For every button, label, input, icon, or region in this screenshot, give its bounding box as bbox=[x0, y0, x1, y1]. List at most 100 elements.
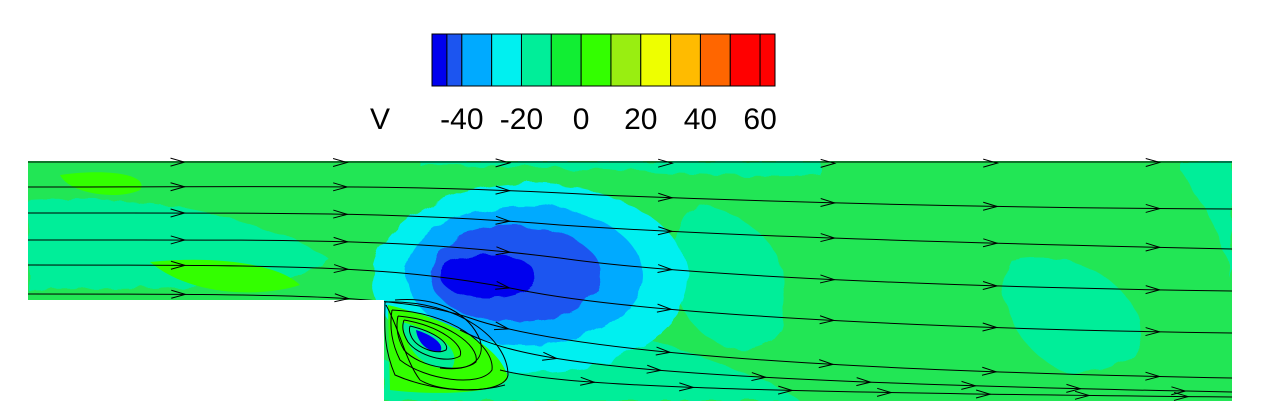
streamline-arrow bbox=[819, 274, 837, 284]
legend-tick-label: -20 bbox=[500, 103, 543, 136]
legend-tick-labels: -40 -20 0 20 40 60 bbox=[440, 103, 777, 136]
velocity-contour-field bbox=[28, 161, 1232, 401]
contour-strong-negative bbox=[440, 254, 536, 298]
streamline-arrow bbox=[332, 182, 349, 192]
streamline-arrow bbox=[1145, 285, 1162, 295]
streamline-arrow bbox=[495, 158, 512, 168]
recirculation-streamline bbox=[384, 301, 509, 391]
streamline bbox=[28, 212, 1232, 250]
streamline-arrow bbox=[975, 389, 992, 399]
streamline-arrow bbox=[332, 157, 349, 167]
streamline-arrow bbox=[170, 235, 187, 245]
streamline-arrow bbox=[495, 185, 512, 195]
streamline-arrow bbox=[961, 380, 978, 390]
streamline-arrow bbox=[170, 182, 187, 192]
streamline-arrow bbox=[657, 192, 674, 202]
outlet-near-zero-patch bbox=[1180, 161, 1232, 280]
lower-left-high-patch bbox=[150, 259, 300, 293]
streamline-arrow bbox=[1145, 327, 1162, 337]
streamline-arrow bbox=[655, 346, 672, 356]
streamline-arrow bbox=[1145, 242, 1162, 252]
streamline-arrow bbox=[646, 364, 663, 374]
streamline-arrows bbox=[170, 157, 1190, 401]
legend-swatch bbox=[461, 33, 493, 87]
legend-swatch bbox=[640, 33, 672, 87]
legend-swatch bbox=[550, 33, 582, 87]
recirculation-streamline bbox=[390, 309, 493, 381]
top-near-zero-band bbox=[420, 161, 820, 177]
recirculation-streamline bbox=[394, 298, 482, 370]
legend-swatch bbox=[580, 33, 612, 87]
streamline-arrow bbox=[777, 385, 794, 395]
legend-color-bar bbox=[431, 33, 776, 87]
streamline-arrow bbox=[983, 158, 1000, 168]
legend-swatch bbox=[699, 33, 731, 87]
streamline-arrow bbox=[820, 233, 837, 243]
legend-swatch bbox=[520, 33, 552, 87]
streamline-arrow bbox=[493, 321, 511, 331]
streamlines bbox=[28, 161, 1232, 398]
streamline-arrow bbox=[820, 198, 837, 208]
downstream-near-zero-patch bbox=[1003, 257, 1142, 373]
streamline-arrow bbox=[495, 280, 512, 290]
streamline bbox=[499, 369, 1232, 398]
streamline bbox=[28, 264, 1232, 334]
streamline-arrow bbox=[170, 157, 187, 167]
recirculation-streamline bbox=[385, 304, 506, 391]
streamline-arrow bbox=[170, 208, 187, 218]
streamline-arrow bbox=[1066, 383, 1083, 393]
streamline-arrow bbox=[657, 226, 674, 236]
right-near-zero-band bbox=[674, 205, 786, 349]
legend-swatch bbox=[729, 33, 761, 87]
legend-tick-label: 40 bbox=[684, 103, 717, 136]
legend-variable-label: V bbox=[370, 103, 390, 136]
streamline-arrow bbox=[856, 377, 873, 387]
streamline-arrow bbox=[580, 376, 597, 386]
legend-tick-label: 20 bbox=[624, 103, 657, 136]
streamline bbox=[28, 239, 1232, 292]
legend-swatch bbox=[610, 33, 642, 87]
streamline-arrow bbox=[495, 215, 512, 225]
streamline-arrow bbox=[751, 372, 768, 382]
streamline-arrow bbox=[982, 238, 999, 248]
streamline-arrow bbox=[333, 264, 350, 274]
streamline-arrow bbox=[820, 158, 837, 168]
legend-swatch bbox=[431, 33, 448, 87]
recirculation-streamline bbox=[408, 325, 448, 353]
streamline-arrow bbox=[333, 236, 350, 246]
streamline-arrow bbox=[1145, 371, 1162, 381]
legend-tick-label: 0 bbox=[573, 103, 590, 136]
legend-swatch bbox=[759, 33, 776, 87]
color-legend: V -40 -20 0 20 40 60 bbox=[370, 33, 777, 136]
streamline-arrow bbox=[1145, 158, 1162, 168]
legend-swatch bbox=[491, 33, 522, 87]
streamline-arrow bbox=[982, 280, 999, 290]
streamline-arrow bbox=[542, 351, 559, 361]
legend-tick-label: -40 bbox=[440, 103, 483, 136]
streamline-arrow bbox=[657, 158, 674, 168]
streamline-arrow bbox=[333, 209, 350, 219]
streamline-arrow bbox=[656, 303, 673, 313]
streamline-arrow bbox=[819, 315, 836, 325]
streamline-arrow bbox=[171, 289, 188, 299]
streamline-arrow bbox=[1171, 386, 1188, 396]
streamline bbox=[459, 329, 1232, 393]
legend-swatch bbox=[670, 33, 701, 87]
streamline-arrow bbox=[818, 359, 835, 369]
recirculation-streamline bbox=[402, 319, 462, 360]
streamline-arrow bbox=[170, 260, 187, 270]
upstream-high-patch bbox=[60, 172, 142, 195]
streamline-arrow bbox=[982, 322, 999, 332]
streamline-arrow bbox=[981, 366, 998, 376]
streamline-arrow bbox=[982, 201, 999, 211]
streamline-arrow bbox=[1145, 203, 1162, 213]
streamline bbox=[28, 186, 1232, 210]
streamline-arrow bbox=[678, 382, 696, 392]
streamline-arrow bbox=[1074, 390, 1091, 400]
streamline bbox=[28, 293, 1232, 379]
streamline-arrow bbox=[657, 264, 674, 274]
streamline-arrow bbox=[334, 293, 351, 303]
legend-tick-label: 60 bbox=[743, 103, 776, 136]
vortex-center bbox=[416, 330, 442, 352]
